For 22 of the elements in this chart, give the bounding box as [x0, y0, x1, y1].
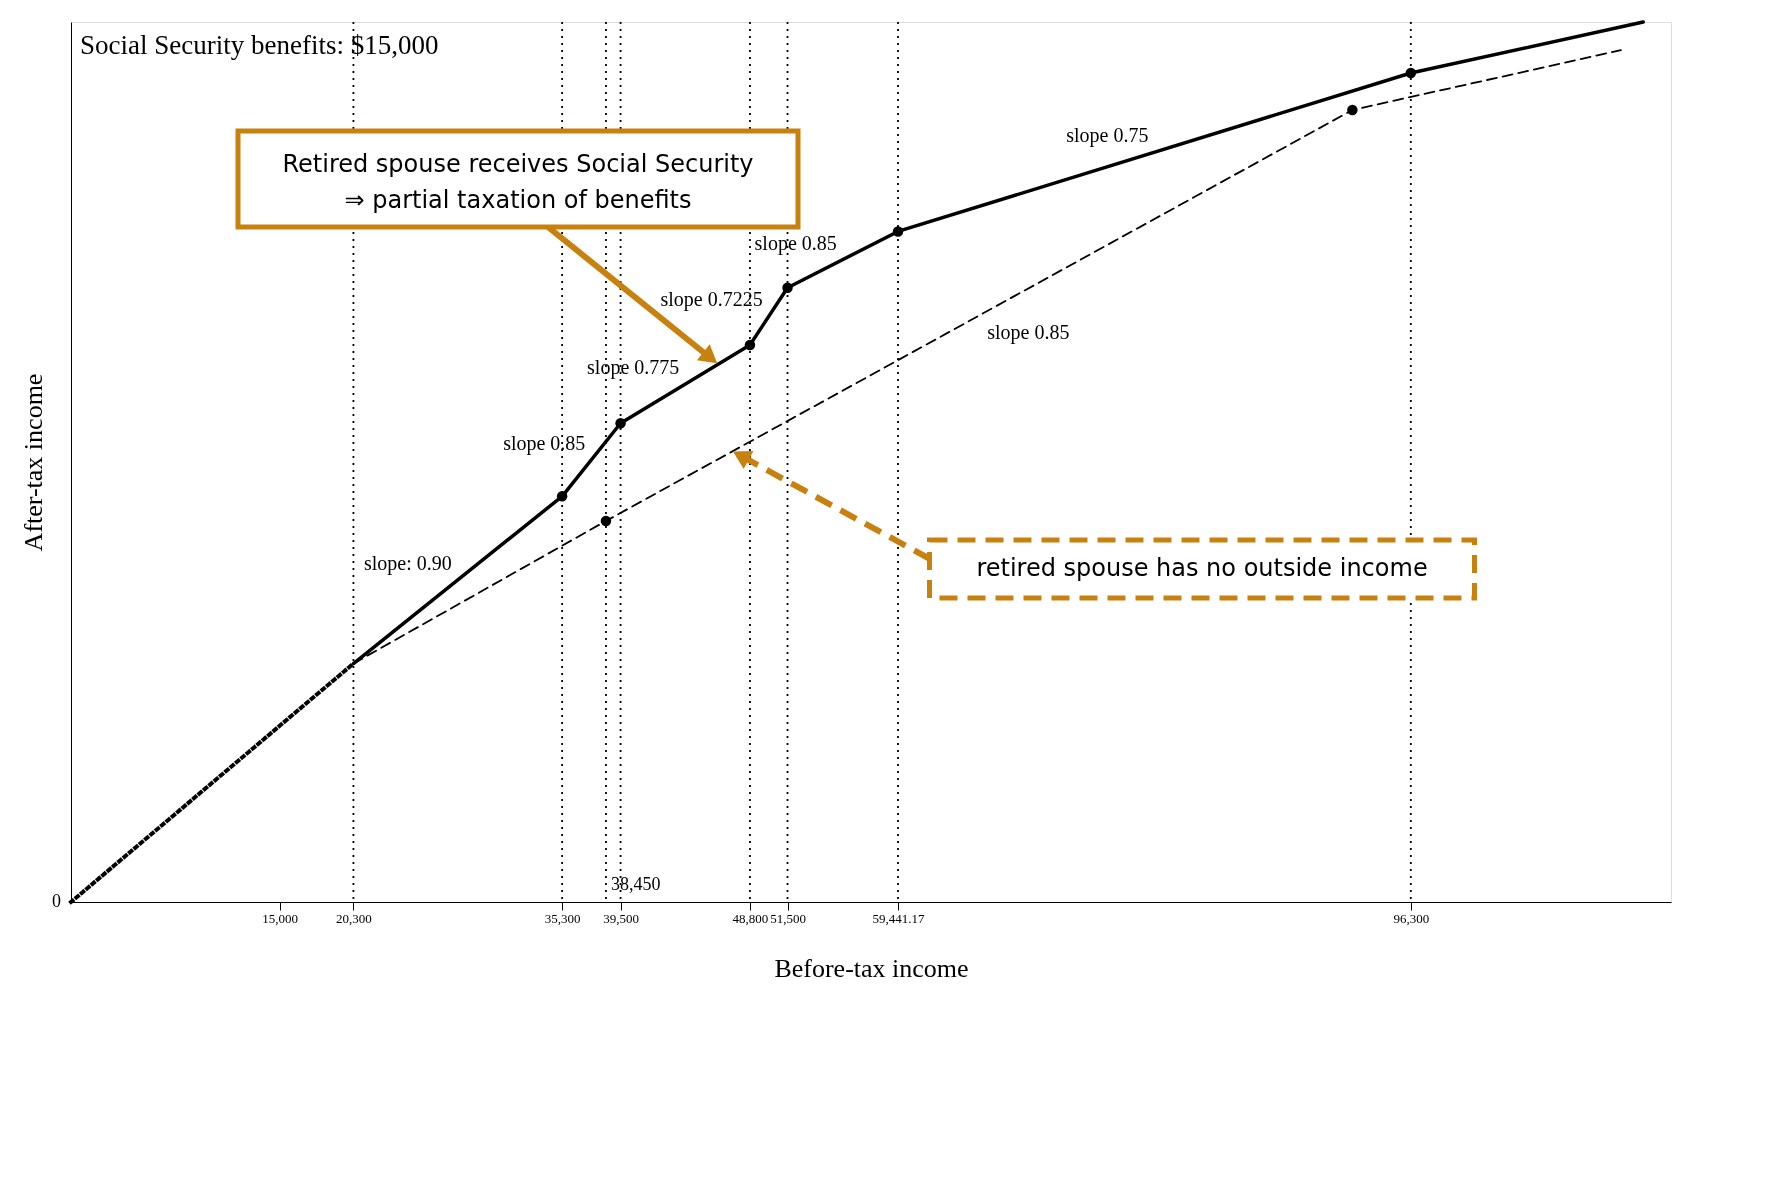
- x-tick-label: 48,800: [732, 910, 769, 926]
- annotation: slope 0.85: [503, 431, 586, 455]
- annotation: slope 0.75: [1066, 124, 1149, 148]
- x-tick-label: 15,000: [262, 910, 299, 926]
- x-tick-label: 20,300: [336, 910, 372, 926]
- annotation: slope 0.85: [754, 231, 837, 255]
- annotation: slope 0.7225: [660, 288, 763, 312]
- x-tick-label: 39,500: [603, 910, 639, 926]
- annotation: 0: [52, 891, 61, 911]
- x-tick-label: 35,300: [544, 910, 581, 926]
- annotation: retired spouse has no outside income: [976, 554, 1428, 582]
- chart-title: Social Security benefits: $15,000: [80, 30, 439, 61]
- annotation: 38,450: [610, 874, 661, 894]
- x-tick-label: 59,441.17: [872, 910, 926, 926]
- annotation: Retired spouse receives Social Security ⇒ partial taxation of benefits: [282, 150, 754, 214]
- x-tick-label: 51,500: [770, 910, 806, 926]
- annotation: slope: 0.90: [364, 551, 452, 575]
- annotation: slope 0.85: [987, 321, 1070, 345]
- y-axis-title: After-tax income: [18, 373, 48, 552]
- annotation: slope 0.775: [587, 356, 680, 380]
- x-tick-label: 96,300: [1393, 910, 1430, 926]
- x-axis-title: Before-tax income: [774, 953, 969, 983]
